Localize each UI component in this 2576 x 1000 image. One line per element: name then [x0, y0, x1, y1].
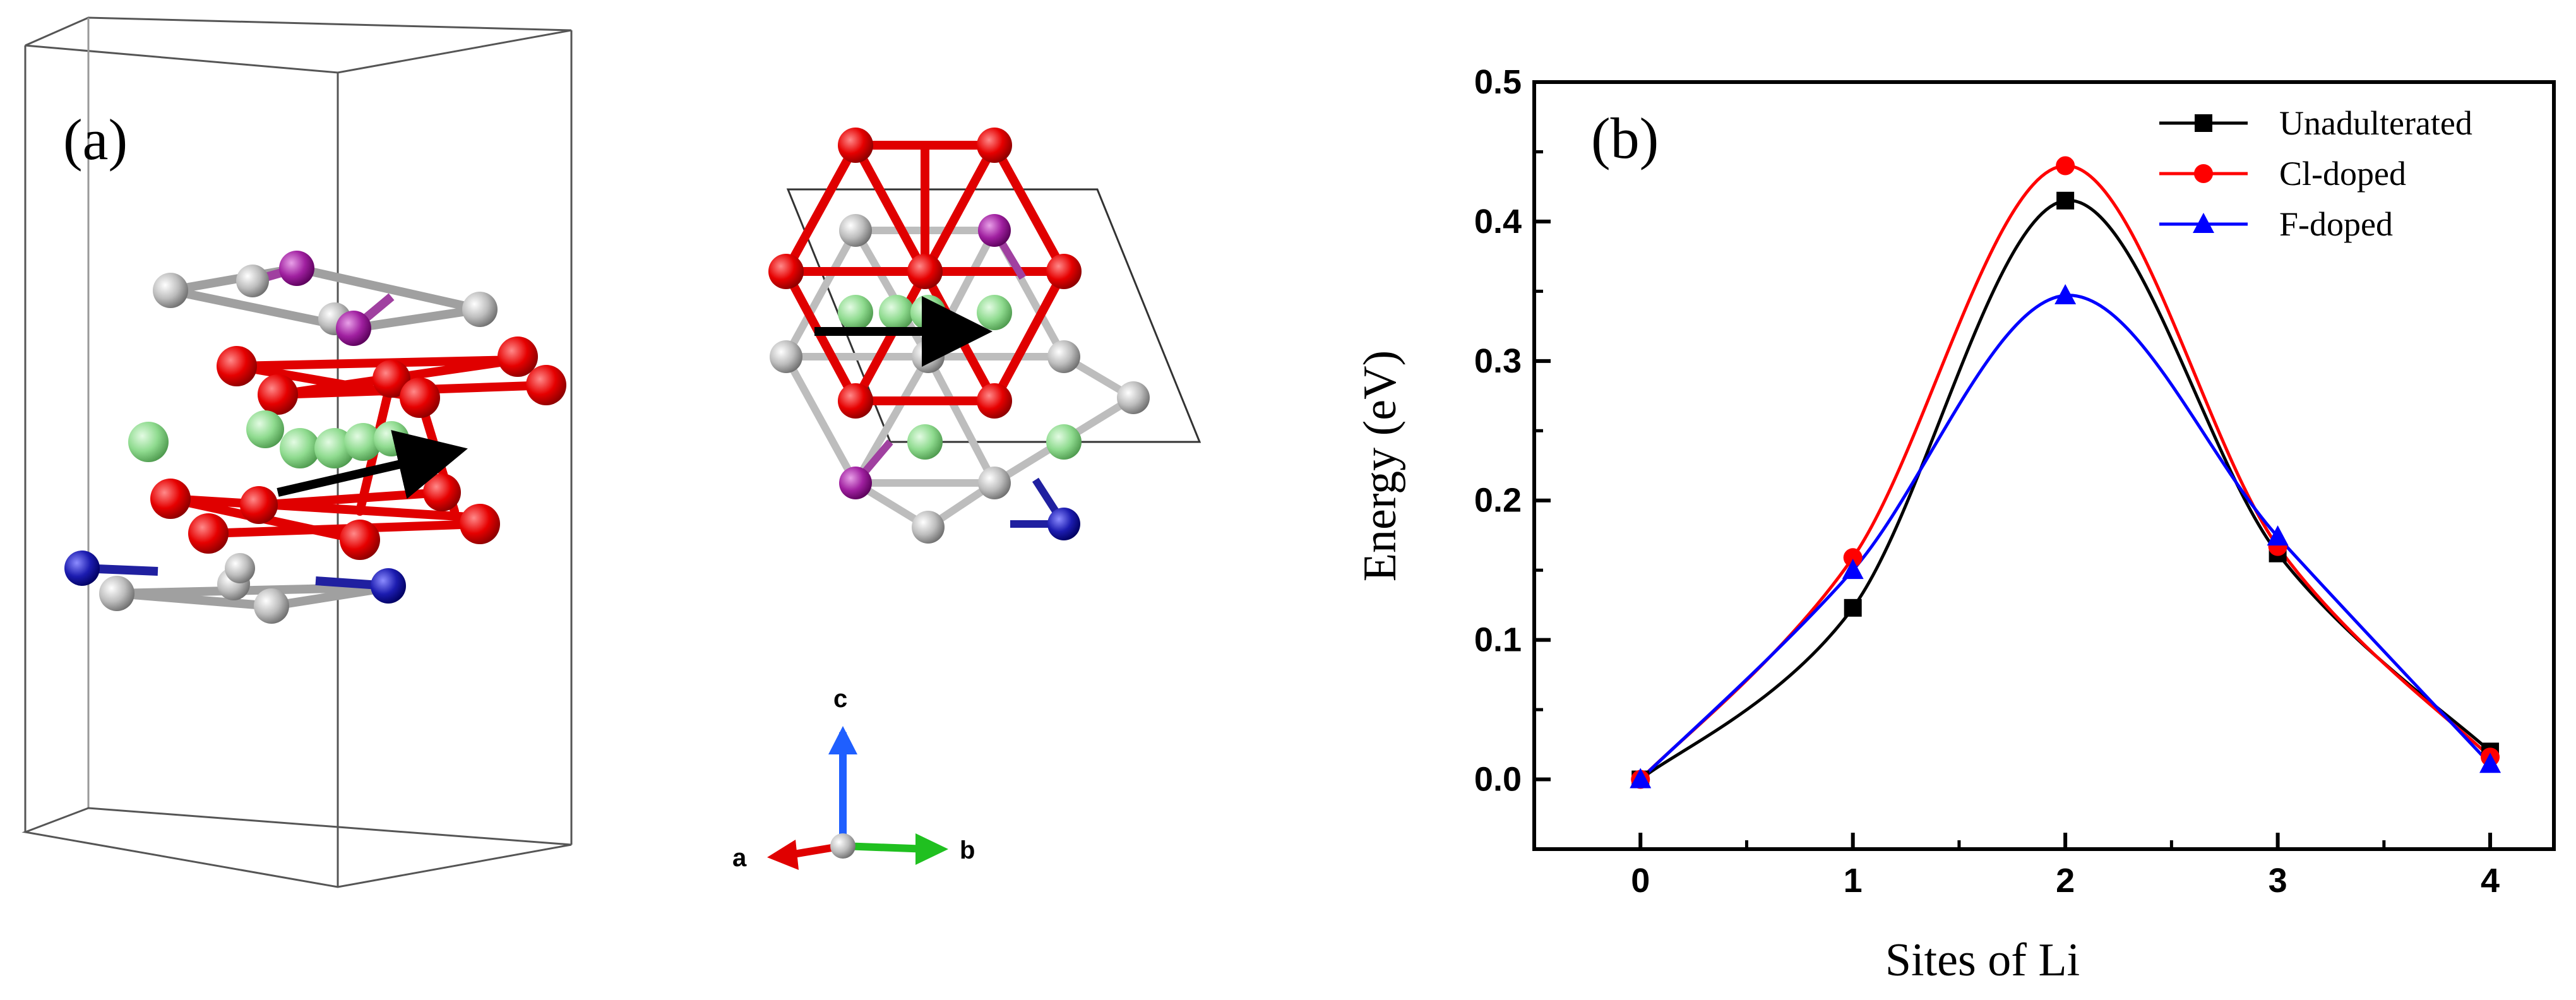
data-point	[1630, 768, 1652, 789]
y-tick-label: 0.5	[1474, 63, 1522, 101]
axis-a-label: a	[732, 844, 747, 872]
y-ticks: 0.0 0.1 0.2 0.3 0.4 0.5	[1474, 63, 1551, 799]
series-curves	[1639, 164, 2491, 781]
top-view-structure	[768, 128, 1202, 544]
legend-label: Cl-doped	[2279, 155, 2406, 193]
y-tick-label: 0.3	[1474, 342, 1522, 380]
legend-label: Unadulterated	[2279, 104, 2472, 142]
series-markers	[1630, 156, 2501, 789]
x-tick-label: 3	[2269, 862, 2287, 900]
legend-marker	[2194, 164, 2213, 183]
data-point	[2056, 191, 2075, 210]
series-line-cl-doped	[1639, 164, 2491, 781]
y-tick-label: 0.4	[1474, 203, 1522, 241]
y-tick-label: 0.2	[1474, 482, 1522, 520]
legend-label: F-doped	[2279, 205, 2393, 243]
panel-b-label: (b)	[1591, 106, 1659, 170]
side-view-structure	[64, 251, 566, 624]
axis-b-label: b	[960, 836, 975, 864]
plot-frame	[1532, 80, 2556, 851]
panel-a-label: (a)	[63, 107, 128, 172]
x-tick-label: 2	[2056, 862, 2075, 900]
data-point	[2056, 156, 2075, 176]
data-point	[2054, 283, 2077, 304]
axis-triad: c a b	[732, 685, 975, 872]
data-point	[1842, 559, 1864, 580]
data-point	[1844, 598, 1862, 617]
atom-spheres-top	[768, 128, 1150, 544]
x-ticks: 0 1 2 3 4	[1631, 833, 2500, 900]
data-point	[1843, 548, 1863, 568]
y-axis-title: Energy (eV)	[1354, 350, 1406, 581]
data-point	[2267, 525, 2289, 546]
atom-spheres	[64, 251, 566, 624]
series-line-f-doped	[1639, 294, 2491, 781]
x-tick-label: 0	[1631, 862, 1650, 900]
x-tick-label: 4	[2481, 862, 2500, 900]
data-point	[2479, 753, 2501, 773]
legend: Unadulterated Cl-doped F-doped	[2159, 104, 2472, 243]
diffusion-arrow-side	[277, 430, 468, 499]
x-tick-label: 1	[1844, 862, 1863, 900]
axis-c-label: c	[833, 685, 847, 713]
crystal-structure-panel: (a)	[21, 16, 1202, 888]
y-tick-label: 0.1	[1474, 621, 1522, 659]
x-axis-title: Sites of Li	[1885, 934, 2080, 986]
legend-marker	[2195, 114, 2212, 132]
y-tick-label: 0.0	[1474, 761, 1522, 799]
legend-marker	[2193, 213, 2214, 233]
